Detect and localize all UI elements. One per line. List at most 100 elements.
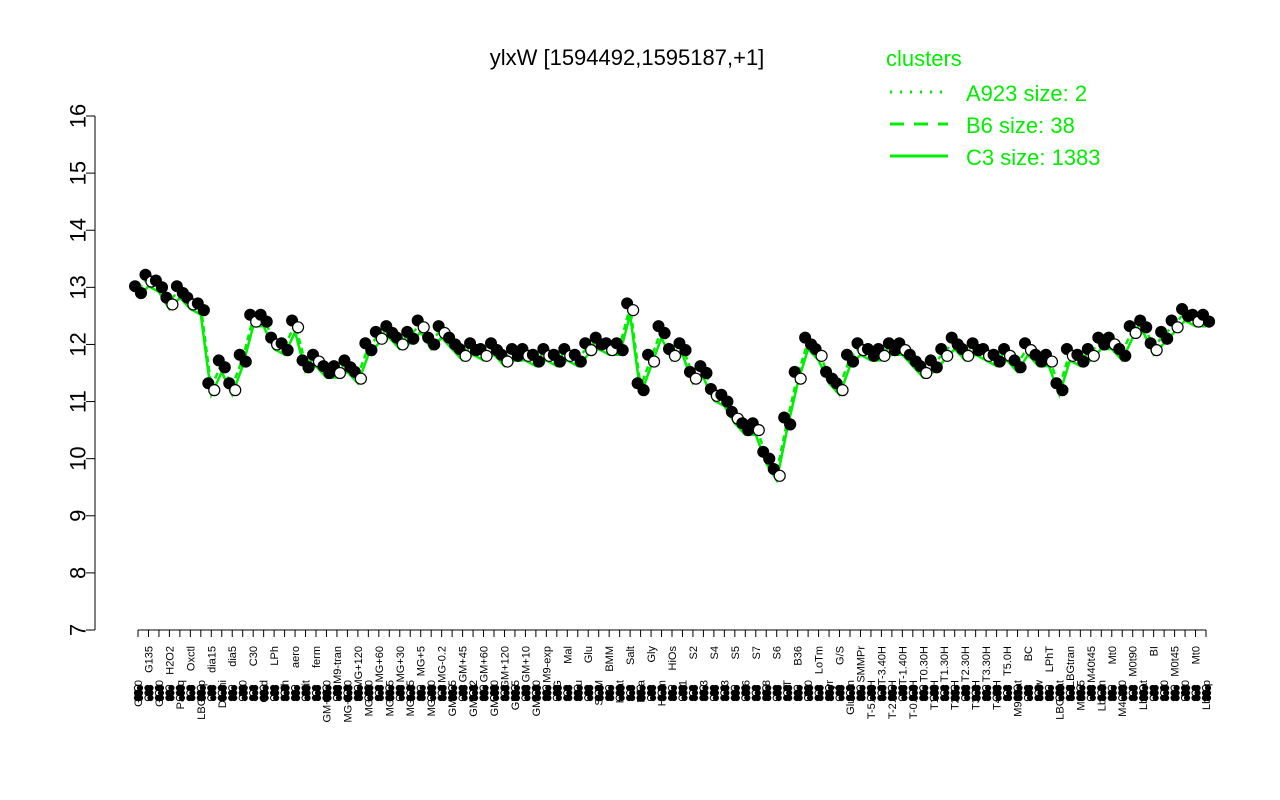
rug-marker — [241, 694, 248, 702]
rug-marker — [681, 694, 688, 702]
data-point — [574, 355, 587, 368]
rug-marker — [712, 684, 719, 692]
data-points — [129, 268, 1216, 482]
rug-marker — [723, 684, 730, 692]
data-point — [658, 326, 671, 340]
rug-marker — [807, 694, 814, 702]
rug-marker — [1047, 689, 1055, 697]
rug-marker — [932, 689, 939, 697]
rug-marker — [367, 684, 374, 692]
y-tick-label: 8 — [66, 567, 91, 579]
rug-marker — [702, 689, 709, 697]
y-tick-label: 15 — [66, 161, 91, 185]
rug-marker — [534, 684, 541, 692]
rug-marker — [608, 684, 615, 692]
rug-marker — [1194, 694, 1201, 702]
sample-rug — [133, 684, 1212, 702]
rug-marker — [461, 689, 468, 697]
data-point — [920, 366, 933, 380]
x-tick-label: ferm — [311, 646, 323, 668]
rug-marker — [890, 684, 897, 692]
rug-marker — [555, 694, 562, 702]
rug-marker — [1110, 694, 1117, 702]
rug-marker — [597, 684, 604, 692]
data-point — [407, 332, 420, 345]
x-tick-label: HiOs — [667, 646, 679, 671]
data-point — [679, 344, 692, 357]
rug-marker — [524, 694, 531, 702]
rug-marker — [1173, 684, 1180, 692]
rug-marker — [670, 689, 678, 697]
data-point — [501, 355, 514, 368]
x-tick-label: LBGtran — [1065, 646, 1077, 687]
rug-marker — [1173, 694, 1180, 702]
rug-marker — [953, 684, 960, 692]
rug-marker — [744, 689, 751, 697]
rug-marker — [660, 684, 667, 692]
rug-marker — [817, 694, 824, 702]
rug-marker — [1005, 689, 1013, 697]
x-tick-label: S6 — [772, 646, 784, 659]
rug-marker — [827, 694, 835, 702]
rug-marker — [503, 684, 510, 692]
rug-marker — [273, 684, 280, 692]
data-point — [375, 332, 388, 345]
rug-marker — [136, 684, 144, 692]
rug-marker — [210, 694, 217, 702]
rug-marker — [545, 689, 552, 697]
rug-marker — [482, 694, 489, 702]
x-tick-label: M9-tran — [332, 646, 344, 684]
rug-marker — [827, 689, 835, 697]
rug-marker — [869, 694, 877, 702]
rug-marker — [775, 684, 782, 692]
rug-marker — [587, 684, 594, 692]
rug-marker — [178, 684, 185, 692]
rug-marker — [409, 684, 416, 692]
rug-marker — [1121, 694, 1128, 702]
y-axis: 7 8 9 10 11 12 13 14 15 16 — [66, 104, 96, 636]
rug-marker — [880, 694, 887, 702]
rug-marker — [587, 689, 594, 697]
rug-marker — [660, 689, 667, 697]
x-tick-label: Oxctl — [185, 646, 197, 671]
rug-marker — [901, 694, 908, 702]
rug-marker — [859, 689, 866, 697]
rug-marker — [231, 684, 238, 692]
legend-label-dashed: B6 size: 38 — [966, 113, 1075, 138]
x-tick-label: S7 — [751, 646, 763, 659]
rug-marker — [1005, 684, 1013, 692]
data-point — [134, 286, 148, 300]
rug-marker — [189, 694, 196, 702]
rug-marker — [1194, 684, 1201, 692]
rug-marker — [859, 684, 866, 692]
data-point — [700, 366, 713, 380]
rug-marker — [157, 694, 165, 702]
rug-marker — [356, 684, 363, 692]
chart-title: ylxW [1594492,1595187,+1] — [490, 45, 765, 70]
rug-marker — [649, 689, 657, 697]
rug-marker — [482, 689, 489, 697]
rug-marker — [513, 684, 521, 692]
rug-marker — [1016, 684, 1023, 692]
x-tick-marks — [137, 629, 1207, 637]
data-point — [930, 361, 943, 374]
rug-marker — [252, 694, 259, 702]
rug-marker — [890, 689, 897, 697]
rug-marker — [451, 689, 458, 697]
rug-marker — [461, 684, 468, 692]
rug-marker — [241, 689, 248, 697]
rug-marker — [136, 694, 144, 702]
rug-marker — [985, 689, 992, 697]
rug-marker — [367, 689, 374, 697]
x-tick-label: BMM — [604, 646, 616, 672]
rug-marker — [524, 684, 531, 692]
rug-marker — [827, 684, 835, 692]
rug-marker — [995, 694, 1002, 702]
rug-marker — [964, 689, 971, 697]
rug-marker — [231, 689, 238, 697]
x-tick-label: S5 — [730, 646, 742, 659]
rug-marker — [1016, 689, 1023, 697]
data-point — [627, 304, 640, 317]
rug-marker — [566, 689, 573, 697]
rug-marker — [471, 694, 479, 702]
